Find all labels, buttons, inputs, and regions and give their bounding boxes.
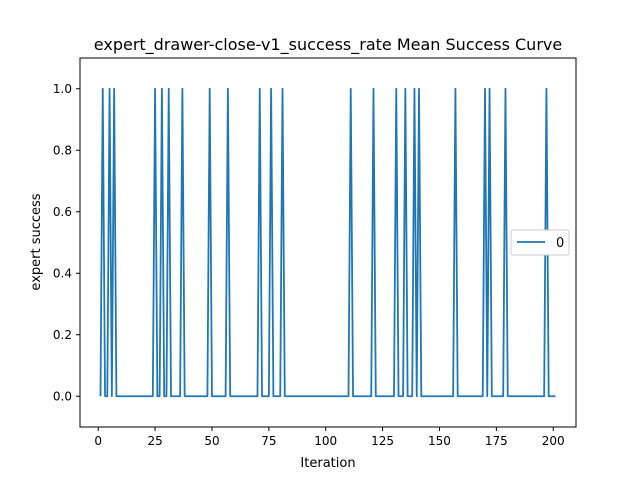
x-tick-label: 100 [314, 434, 337, 448]
x-tick-label: 125 [371, 434, 394, 448]
chart-title: expert_drawer-close-v1_success_rate Mean… [94, 35, 562, 55]
x-tick-label: 150 [428, 434, 451, 448]
y-tick-label: 0.0 [53, 389, 72, 403]
legend: 0 [510, 229, 570, 256]
x-tick-label: 175 [485, 434, 508, 448]
y-tick-label: 0.4 [53, 266, 72, 280]
y-axis-label: expert success [29, 193, 44, 290]
x-tick-label: 25 [147, 434, 162, 448]
axes-frame [79, 57, 577, 428]
x-tick-label: 75 [261, 434, 276, 448]
series-line-0 [99, 87, 556, 398]
axis-ticks: 0 25 50 75 100 125 150 175 200 0.0 0.2 0.4 0.6 0.8 1.0 [53, 82, 565, 448]
x-axis-label: Iteration [300, 456, 355, 471]
x-tick-label: 0 [94, 434, 102, 448]
y-tick-label: 1.0 [53, 82, 72, 96]
y-tick-label: 0.2 [53, 328, 72, 342]
y-tick-label: 0.8 [53, 143, 72, 157]
y-tick-label: 0.6 [53, 205, 72, 219]
plot-area [99, 87, 556, 398]
legend-label-series-0: 0 [556, 236, 564, 251]
x-tick-label: 50 [204, 434, 219, 448]
x-tick-label: 200 [542, 434, 565, 448]
